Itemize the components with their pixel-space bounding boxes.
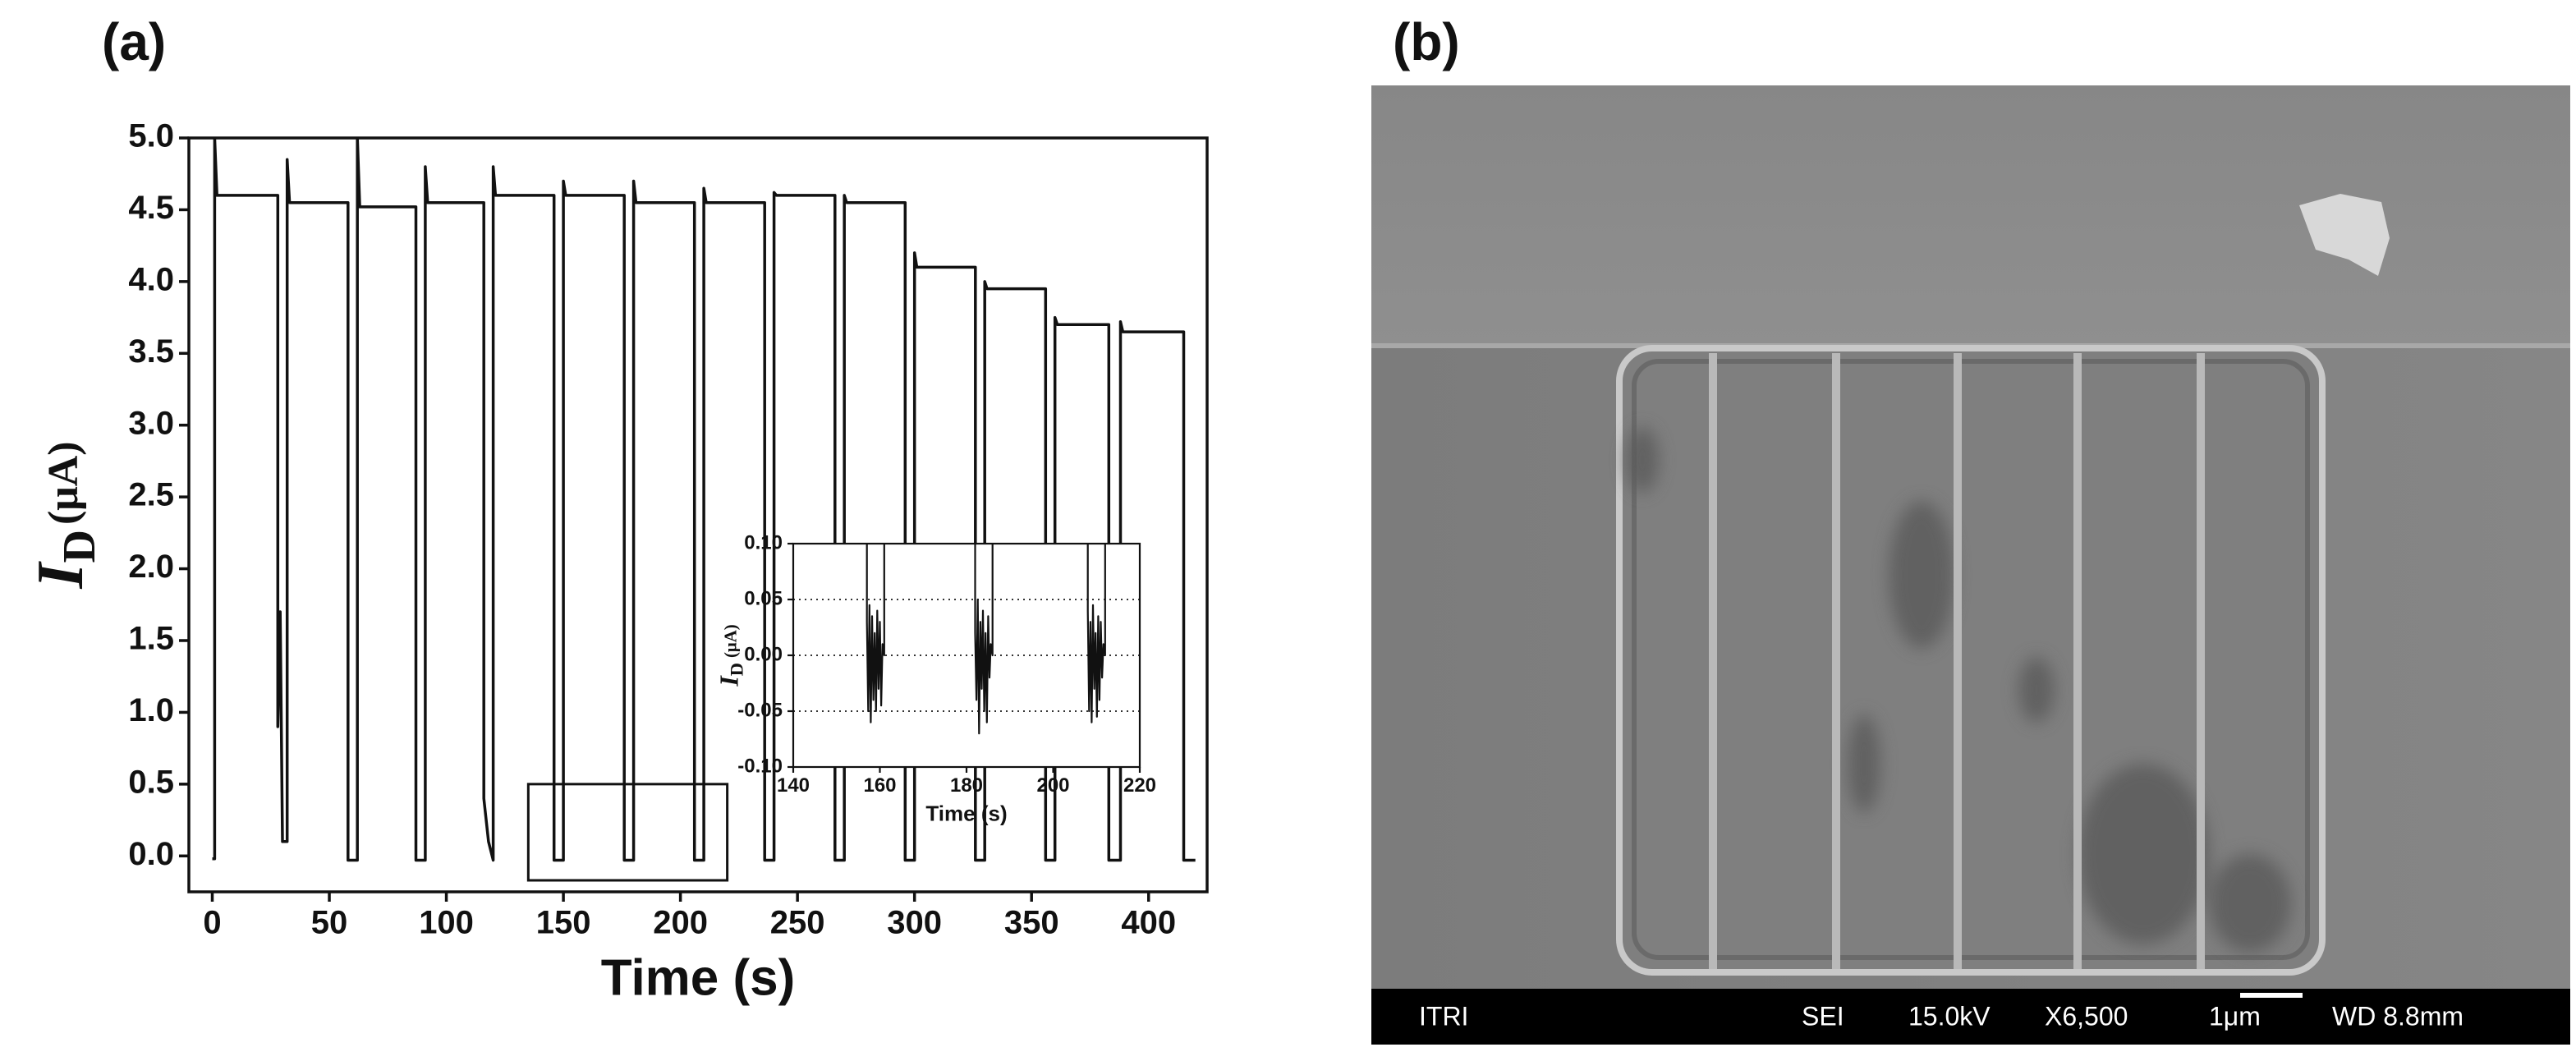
x-tick-label: 350 bbox=[1004, 905, 1059, 941]
data-line bbox=[212, 138, 1196, 862]
sem-electrode-inner bbox=[1632, 359, 2310, 960]
sem-upper bbox=[1371, 85, 2570, 345]
sem-label: X6,500 bbox=[2045, 1001, 2128, 1031]
y-tick-label: 5.0 bbox=[128, 118, 174, 154]
y-tick-label: 0.10 bbox=[744, 531, 783, 553]
data-line bbox=[866, 544, 1106, 735]
y-tick-label: 0.0 bbox=[128, 836, 174, 872]
highlight-box bbox=[526, 783, 729, 882]
sem-label: WD 8.8mm bbox=[2332, 1001, 2464, 1031]
y-label-symbol: I bbox=[25, 561, 97, 590]
y-label-subscript: D bbox=[54, 530, 105, 563]
sem-label: 1μm bbox=[2209, 1001, 2261, 1031]
y-tick-label: 1.5 bbox=[128, 621, 174, 657]
sem-footer bbox=[1371, 989, 2570, 1045]
y-tick-label: 3.0 bbox=[128, 405, 174, 441]
x-tick-label: 220 bbox=[1123, 774, 1156, 797]
y-tick-label: 2.5 bbox=[128, 477, 174, 513]
y-axis-label: ID (μA) bbox=[714, 624, 747, 687]
y-tick-label: -0.05 bbox=[737, 699, 783, 721]
y-tick-label: 4.5 bbox=[128, 190, 174, 226]
y-label-unit: (μA) bbox=[721, 624, 740, 658]
y-tick-label: 0.5 bbox=[128, 764, 174, 800]
y-tick-label: 0.05 bbox=[744, 587, 783, 609]
x-tick-label: 0 bbox=[203, 905, 221, 941]
sem-label: 15.0kV bbox=[1908, 1001, 1991, 1031]
sem-residue bbox=[1626, 427, 2291, 953]
y-label-subscript: D bbox=[727, 663, 747, 676]
x-tick-label: 180 bbox=[950, 774, 983, 797]
y-tick-label: 0.00 bbox=[744, 643, 783, 665]
x-axis-label: Time (s) bbox=[925, 801, 1007, 825]
x-tick-label: 160 bbox=[863, 774, 896, 797]
sem-fingers bbox=[1709, 353, 2205, 969]
x-tick-label: 50 bbox=[311, 905, 348, 941]
x-tick-label: 200 bbox=[1036, 774, 1069, 797]
sem-label: SEI bbox=[1802, 1001, 1844, 1031]
y-tick-label: 3.5 bbox=[128, 333, 174, 370]
x-tick-label: 150 bbox=[536, 905, 591, 941]
x-tick-label: 300 bbox=[887, 905, 942, 941]
plot-frame bbox=[187, 136, 1209, 893]
x-tick-label: 250 bbox=[770, 905, 825, 941]
y-tick-label: 4.0 bbox=[128, 261, 174, 297]
x-tick-label: 400 bbox=[1121, 905, 1176, 941]
x-tick-label: 100 bbox=[419, 905, 474, 941]
sem-flake bbox=[2299, 194, 2390, 276]
panel-label: (a) bbox=[102, 12, 166, 71]
x-tick-label: 140 bbox=[777, 774, 810, 797]
sem-image: ITRI SEI 15.0kV X6,500 1μm WD 8.8mm bbox=[1371, 85, 2570, 1045]
panel-label: (b) bbox=[1393, 12, 1460, 71]
x-tick-label: 200 bbox=[653, 905, 708, 941]
y-label-symbol: I bbox=[714, 675, 744, 687]
y-tick-label: -0.10 bbox=[737, 755, 783, 777]
sem-footer-text: ITRI SEI 15.0kV X6,500 1μm WD 8.8mm bbox=[1419, 1001, 2464, 1031]
y-axis-label: ID (μA) bbox=[25, 441, 105, 589]
y-tick-label: 2.0 bbox=[128, 549, 174, 585]
x-axis-label: Time (s) bbox=[601, 950, 796, 1007]
y-label-unit: (μA) bbox=[40, 441, 87, 525]
sem-label: ITRI bbox=[1419, 1001, 1468, 1031]
y-tick-label: 1.0 bbox=[128, 692, 174, 728]
